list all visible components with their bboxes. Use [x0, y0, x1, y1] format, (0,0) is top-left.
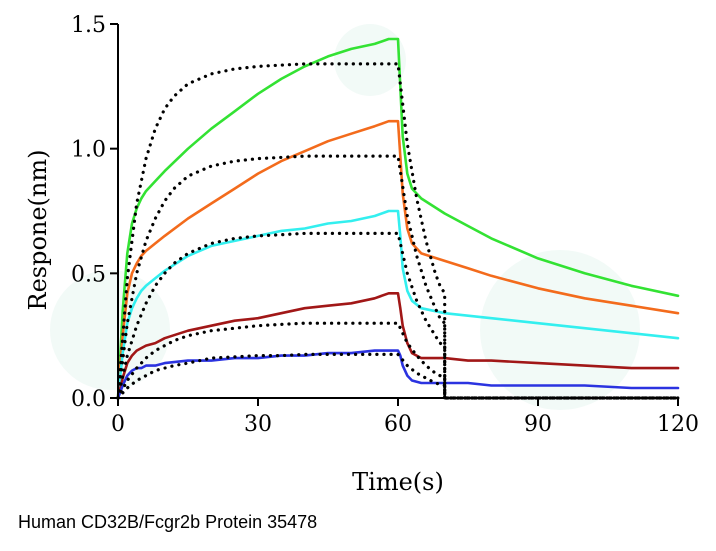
- y-tick-label: 0.5: [71, 262, 106, 287]
- response-curve-2: [116, 119, 680, 400]
- x-tick-label: 90: [524, 412, 552, 437]
- watermark-logo: [50, 24, 640, 410]
- figure-caption: Human CD32B/Fcgr2b Protein 35478: [18, 512, 318, 532]
- fit-curve-8: [116, 231, 680, 400]
- x-tick-label: 30: [244, 412, 272, 437]
- y-axis-title: Respone(nm): [24, 149, 52, 310]
- y-tick-label: 0.0: [71, 387, 106, 412]
- y-tick-label: 1.0: [71, 138, 106, 163]
- x-axis-title: Time(s): [352, 468, 444, 496]
- x-tick-label: 60: [384, 412, 412, 437]
- y-tick-label: 1.5: [71, 13, 106, 38]
- axes: 0 30 60 90 120 0.0 0.5 1.0 1.5: [71, 13, 699, 437]
- x-tick-label: 120: [657, 412, 699, 437]
- x-tick-label: 0: [111, 412, 125, 437]
- fit-curve-9: [116, 321, 680, 400]
- response-curve-5: [116, 349, 680, 400]
- response-curve-3: [116, 209, 680, 400]
- response-curve-1: [116, 37, 680, 400]
- response-curve-4: [116, 291, 680, 400]
